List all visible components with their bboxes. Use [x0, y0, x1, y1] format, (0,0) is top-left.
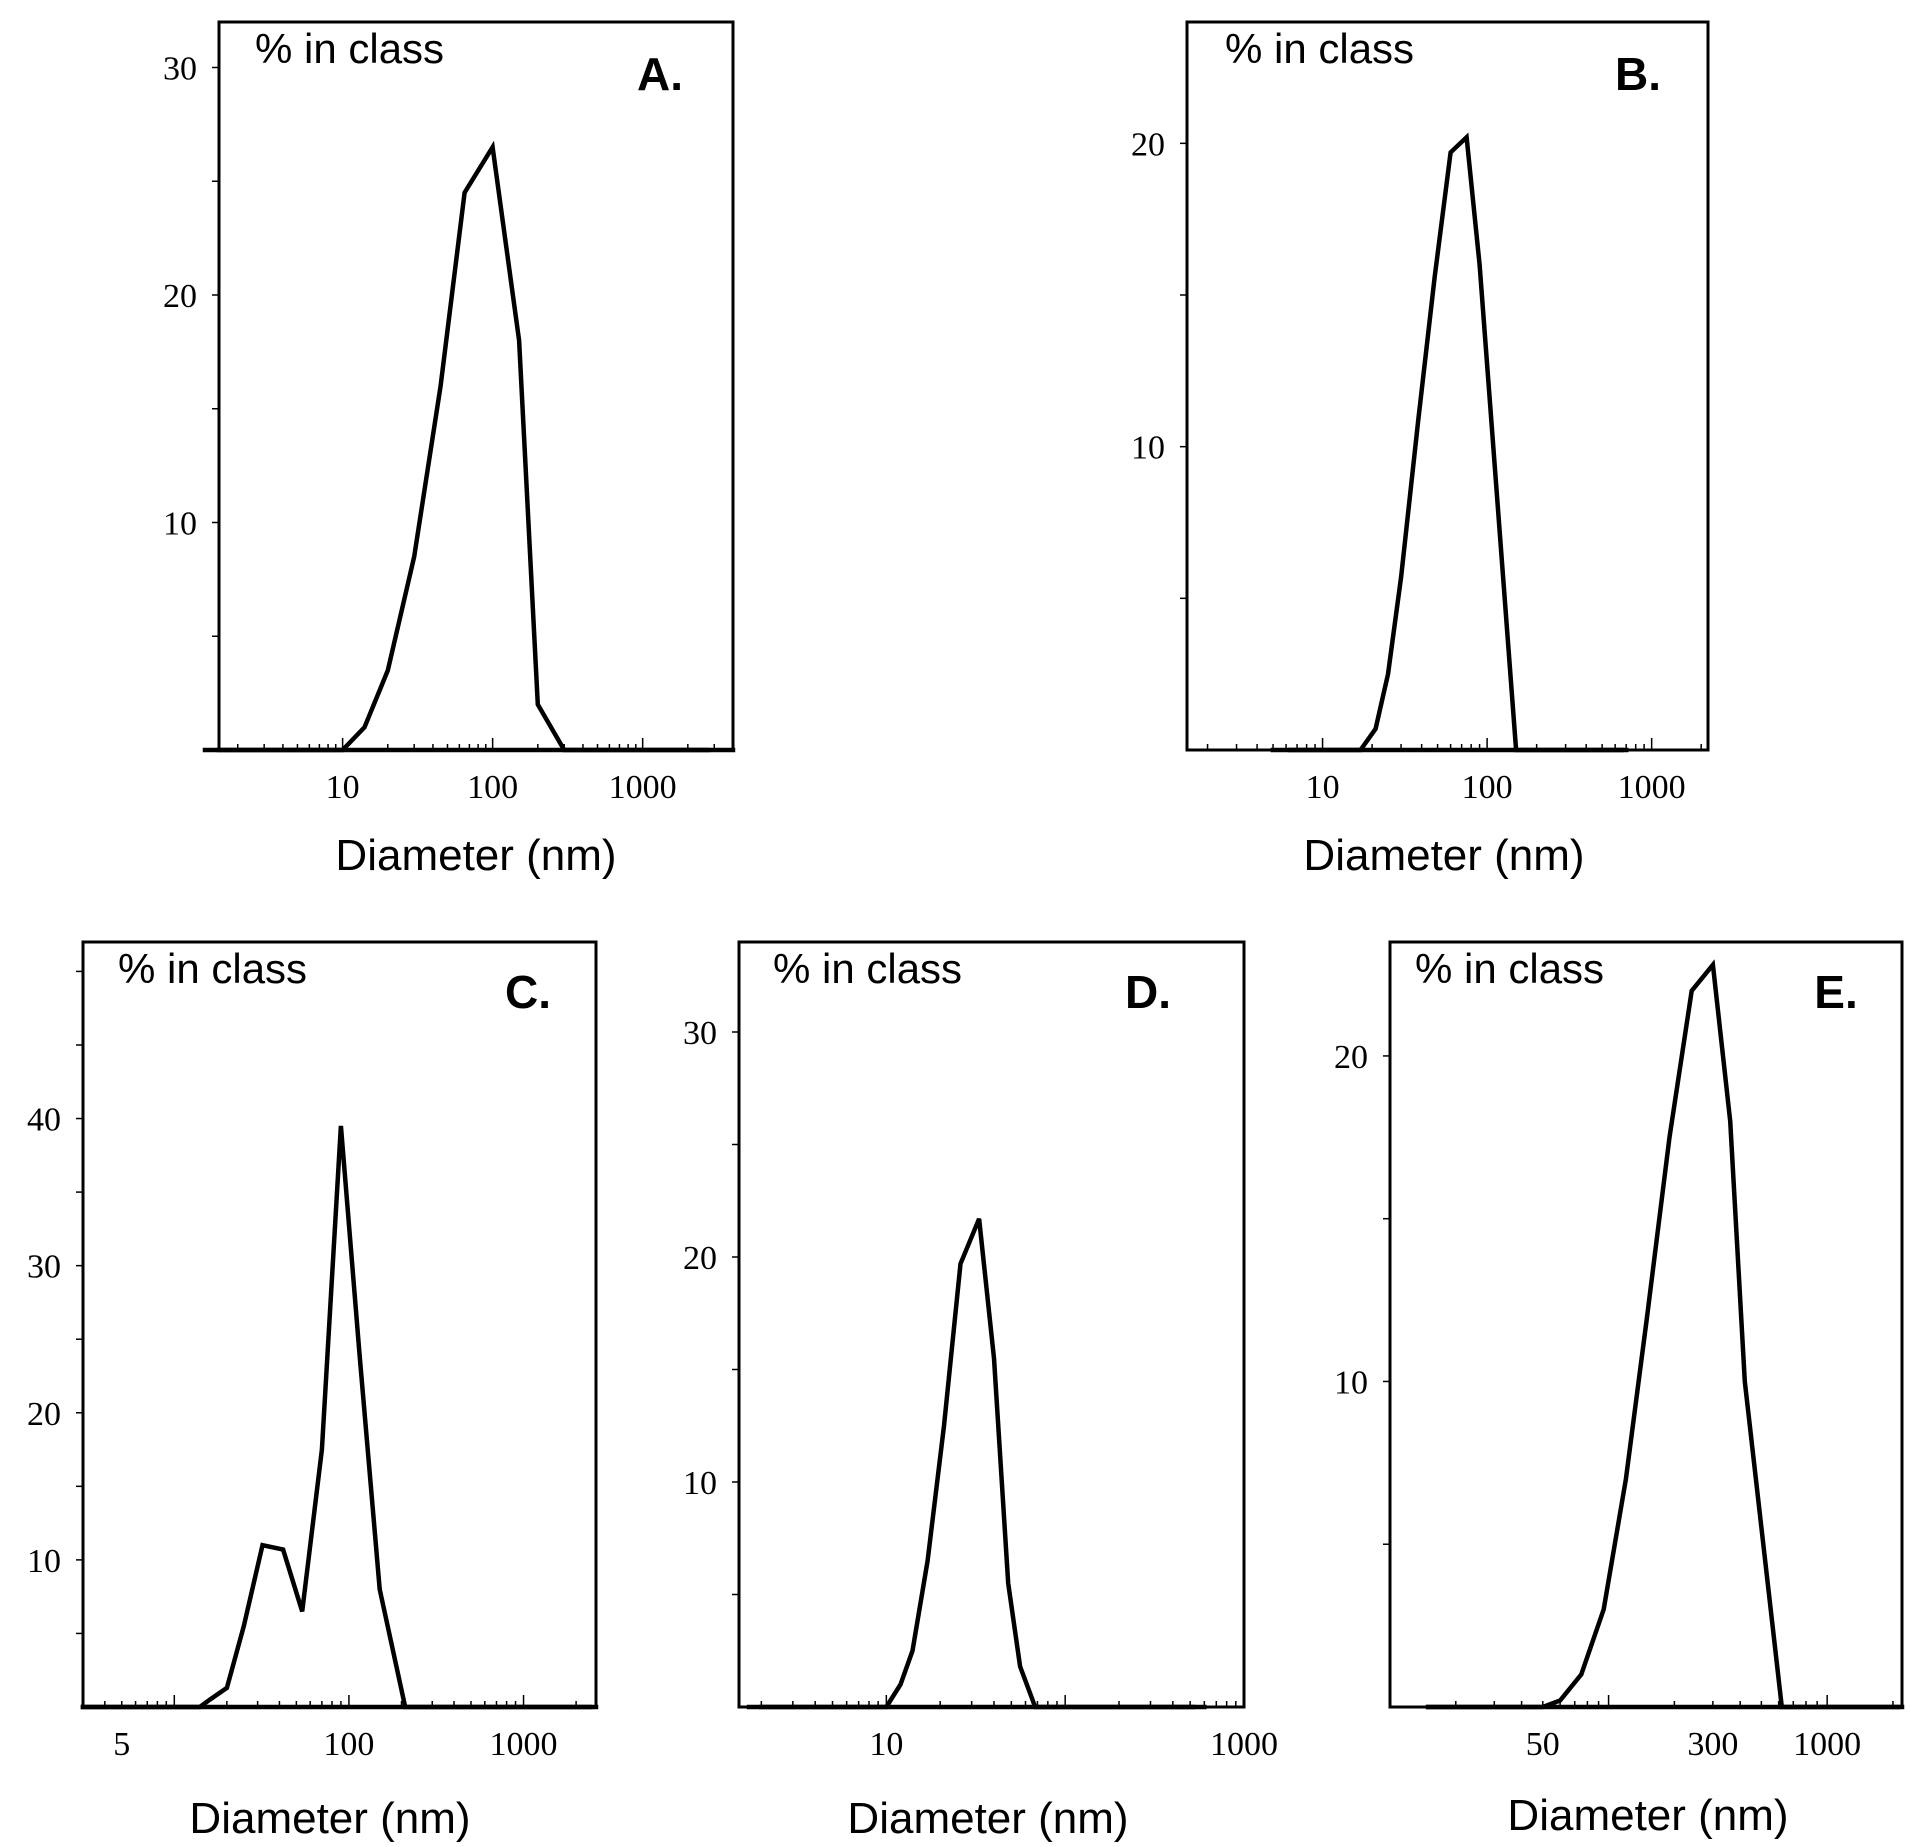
y-tick-label: 40	[27, 1102, 61, 1139]
y-tick-label: 10	[1131, 430, 1165, 467]
panel-e: 10 20 50 300 1000 % in class E. Diameter (nm)	[1334, 940, 1905, 1840]
panel-letter: A.	[637, 48, 683, 100]
x-axis-title: Diameter (nm)	[189, 1794, 470, 1843]
x-tick-label: 10	[1306, 769, 1340, 806]
series-label: % in class	[1415, 945, 1604, 992]
panel-c: 10 20 30 40 5 100 1000 % in class C. Diameter (nm…	[27, 940, 599, 1843]
size-distribution-line	[759, 1217, 1207, 1710]
panel-a: 10 20 30 10 100 1000 % in class A. Diameter (nm)	[163, 20, 736, 880]
x-tick-label: 100	[1462, 769, 1513, 806]
y-tick-label: 10	[683, 1465, 717, 1502]
panel-d: 10 20 30 10 1000 % in class D. Diameter (nm)	[683, 940, 1278, 1843]
panel-letter: E.	[1814, 966, 1857, 1018]
panel-b: 10 20 10 100 1000 % in class B. Diameter (nm)	[1131, 20, 1710, 880]
x-tick-label: 1000	[1793, 1726, 1861, 1763]
x-tick-label: 1000	[1618, 769, 1686, 806]
series-label: % in class	[255, 25, 444, 72]
y-tick-label: 10	[1334, 1364, 1368, 1401]
x-tick-label: 100	[467, 769, 518, 806]
x-axis-title: Diameter (nm)	[335, 831, 616, 880]
series-label: % in class	[1225, 25, 1414, 72]
x-tick-label: 1000	[490, 1726, 558, 1763]
y-tick-label: 20	[1334, 1039, 1368, 1076]
size-distribution-line	[1270, 132, 1629, 753]
panel-letter: D.	[1125, 966, 1171, 1018]
panel-letter: C.	[505, 966, 551, 1018]
series-label: % in class	[118, 945, 307, 992]
x-tick-label: 1000	[609, 769, 677, 806]
size-distribution-line	[216, 140, 736, 753]
x-tick-label: 50	[1526, 1726, 1560, 1763]
y-tick-label: 20	[163, 278, 197, 315]
x-tick-label: 1000	[1210, 1726, 1278, 1763]
x-tick-label: 5	[113, 1726, 130, 1763]
x-tick-label: 100	[323, 1726, 374, 1763]
y-tick-label: 30	[683, 1015, 717, 1052]
size-distribution-line	[1426, 959, 1900, 1710]
y-tick-label: 10	[163, 506, 197, 543]
x-axis-title: Diameter (nm)	[1303, 831, 1584, 880]
plot-frame	[81, 940, 598, 1709]
plot-frame	[217, 20, 735, 752]
y-tick-label: 20	[683, 1240, 717, 1277]
x-axis-title: Diameter (nm)	[847, 1794, 1128, 1843]
plot-frame	[1185, 20, 1710, 752]
x-tick-label: 300	[1687, 1726, 1738, 1763]
size-distribution-line	[80, 1125, 593, 1710]
x-tick-label: 10	[326, 769, 360, 806]
y-tick-label: 30	[163, 51, 197, 88]
y-tick-label: 30	[27, 1249, 61, 1286]
x-axis-title: Diameter (nm)	[1507, 1791, 1788, 1840]
series-label: % in class	[773, 945, 962, 992]
y-tick-label: 20	[1131, 126, 1165, 163]
y-tick-label: 20	[27, 1396, 61, 1433]
panel-letter: B.	[1615, 48, 1661, 100]
x-tick-label: 10	[869, 1726, 903, 1763]
y-tick-label: 10	[27, 1543, 61, 1580]
